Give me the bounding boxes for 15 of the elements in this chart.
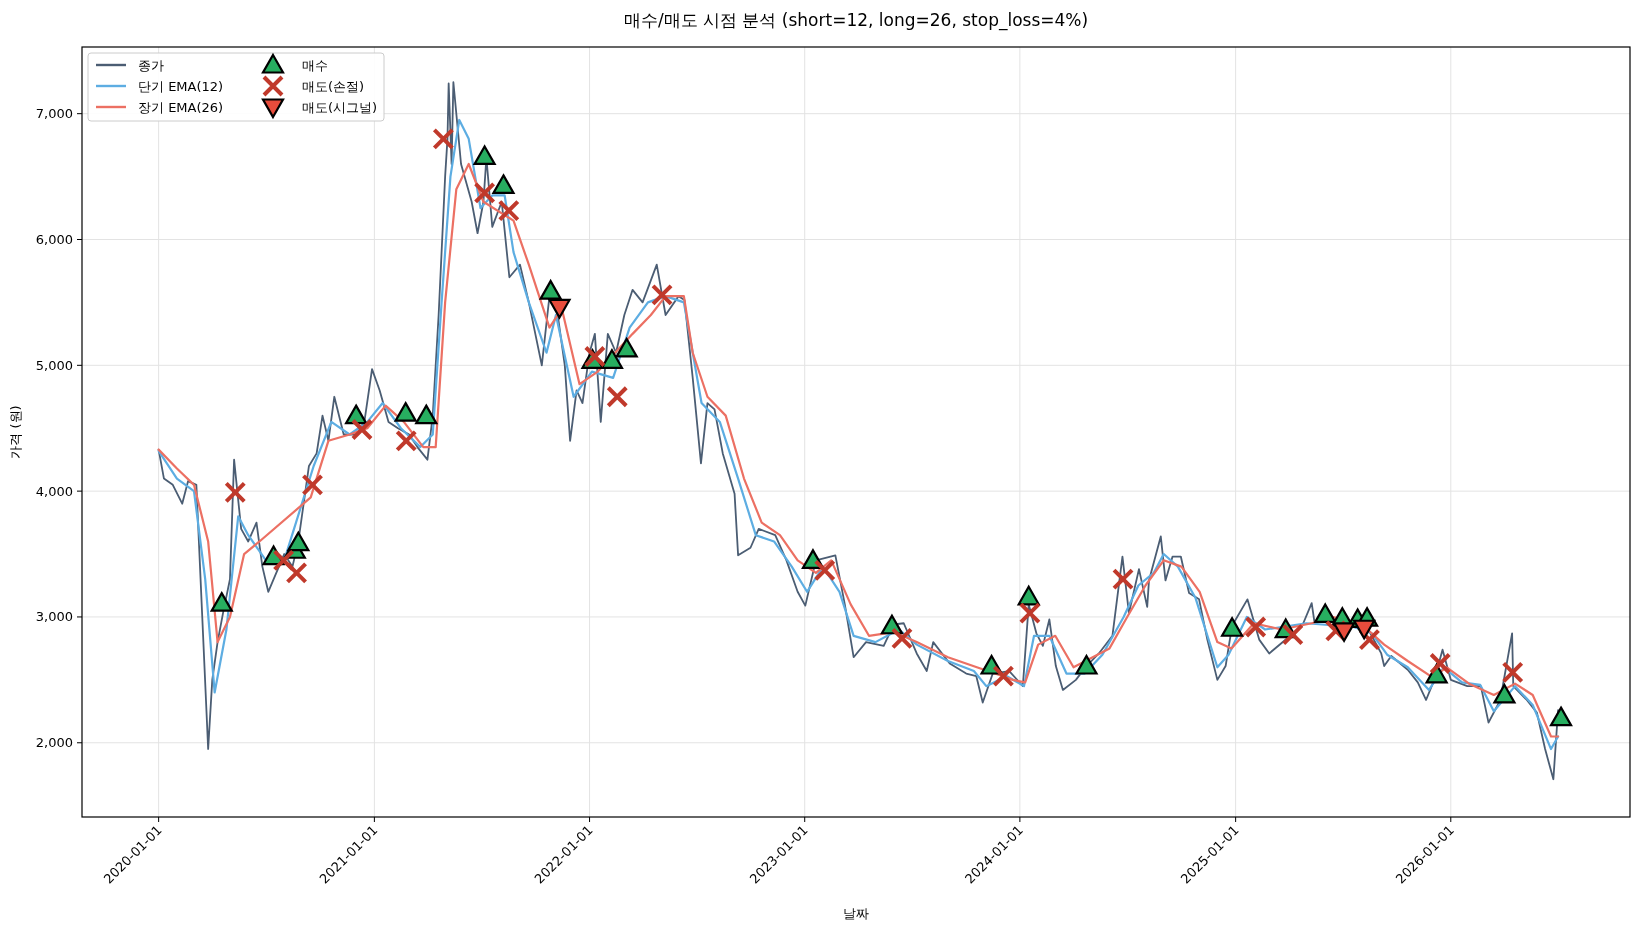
legend-label: 장기 EMA(26) — [138, 100, 224, 115]
legend-label: 매도(시그널) — [302, 100, 378, 115]
x-axis-title: 날짜 — [843, 906, 869, 921]
chart-title: 매수/매도 시점 분석 (short=12, long=26, stop_loss=4%) — [623, 10, 1089, 31]
y-tick-label: 5,000 — [35, 357, 73, 373]
legend-label: 단기 EMA(12) — [138, 79, 224, 94]
legend-label: 종가 — [138, 58, 164, 73]
y-axis-title: 가격 (원) — [8, 405, 23, 459]
y-tick-label: 6,000 — [35, 232, 73, 247]
y-tick-label: 4,000 — [35, 483, 73, 499]
y-tick-label: 2,000 — [35, 735, 73, 751]
y-tick-label: 7,000 — [35, 106, 73, 122]
legend-label: 매도(손절) — [302, 79, 365, 94]
legend-label: 매수 — [302, 58, 328, 73]
y-tick-label: 3,000 — [35, 609, 73, 625]
